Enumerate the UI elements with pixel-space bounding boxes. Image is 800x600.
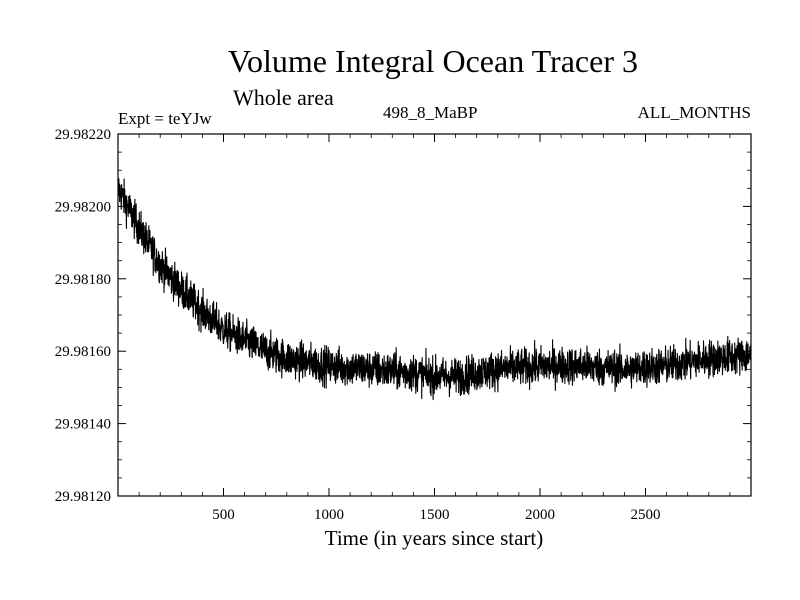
plot-area: 500 1000 1500 2000 2500 29.9812029.9814029.9… [55, 127, 752, 523]
x-tick-label: 2000 [525, 507, 555, 523]
x-axis-ticks: 500 1000 1500 2000 2500 [138, 134, 731, 523]
months-label: ALL_MONTHS [638, 103, 751, 122]
chart-subtitle: Whole area [233, 85, 334, 110]
x-tick-label: 500 [212, 507, 235, 523]
y-axis-ticks: 29.98120 29.98140 29.98160 29.98180 29.98200… [55, 127, 751, 505]
period-label: 498_8_MaBP [383, 103, 477, 122]
x-tick-label: 1000 [314, 507, 344, 523]
y-tick-label: 29.98160 [55, 344, 111, 360]
y-tick-label: 29.98140 [55, 417, 111, 433]
x-tick-label: 2500 [631, 507, 661, 523]
experiment-label: Expt = teYJw [118, 109, 212, 128]
x-tick-label: 1500 [420, 507, 450, 523]
y-tick-label: 29.98120 [55, 489, 111, 505]
data-series-line [117, 178, 752, 401]
chart-title: Volume Integral Ocean Tracer 3 [228, 43, 638, 79]
y-tick-label: 29.98180 [55, 272, 111, 288]
x-axis-label: Time (in years since start) [325, 526, 544, 550]
y-tick-label: 29.98200 [55, 199, 111, 215]
y-tick-label: 29.98220 [55, 127, 111, 143]
